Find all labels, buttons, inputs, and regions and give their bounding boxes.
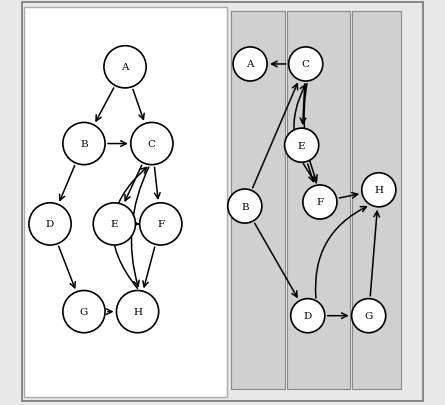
Text: C: C bbox=[148, 140, 156, 149]
Circle shape bbox=[117, 291, 159, 333]
Circle shape bbox=[233, 48, 267, 82]
Text: D: D bbox=[46, 220, 54, 229]
Circle shape bbox=[63, 123, 105, 165]
Bar bbox=[287, 12, 350, 389]
Circle shape bbox=[131, 123, 173, 165]
Text: A: A bbox=[247, 60, 254, 69]
Circle shape bbox=[140, 203, 182, 245]
Text: B: B bbox=[241, 202, 249, 211]
Circle shape bbox=[291, 299, 325, 333]
Circle shape bbox=[104, 47, 146, 89]
Circle shape bbox=[289, 48, 323, 82]
Text: E: E bbox=[111, 220, 118, 229]
Bar bbox=[352, 12, 401, 389]
Circle shape bbox=[228, 190, 262, 224]
Text: D: D bbox=[303, 311, 312, 320]
Text: F: F bbox=[316, 198, 324, 207]
Text: A: A bbox=[121, 63, 129, 72]
Bar bbox=[231, 12, 285, 389]
Circle shape bbox=[362, 173, 396, 207]
Text: H: H bbox=[374, 186, 383, 195]
Circle shape bbox=[93, 203, 135, 245]
Circle shape bbox=[285, 129, 319, 163]
Circle shape bbox=[63, 291, 105, 333]
Circle shape bbox=[303, 185, 337, 220]
Text: H: H bbox=[133, 307, 142, 316]
Text: C: C bbox=[302, 60, 310, 69]
Text: E: E bbox=[298, 141, 305, 150]
Circle shape bbox=[352, 299, 386, 333]
Text: B: B bbox=[80, 140, 88, 149]
Circle shape bbox=[29, 203, 71, 245]
Text: G: G bbox=[80, 307, 88, 316]
Text: F: F bbox=[157, 220, 164, 229]
Bar bbox=[24, 8, 227, 397]
Text: G: G bbox=[364, 311, 373, 320]
